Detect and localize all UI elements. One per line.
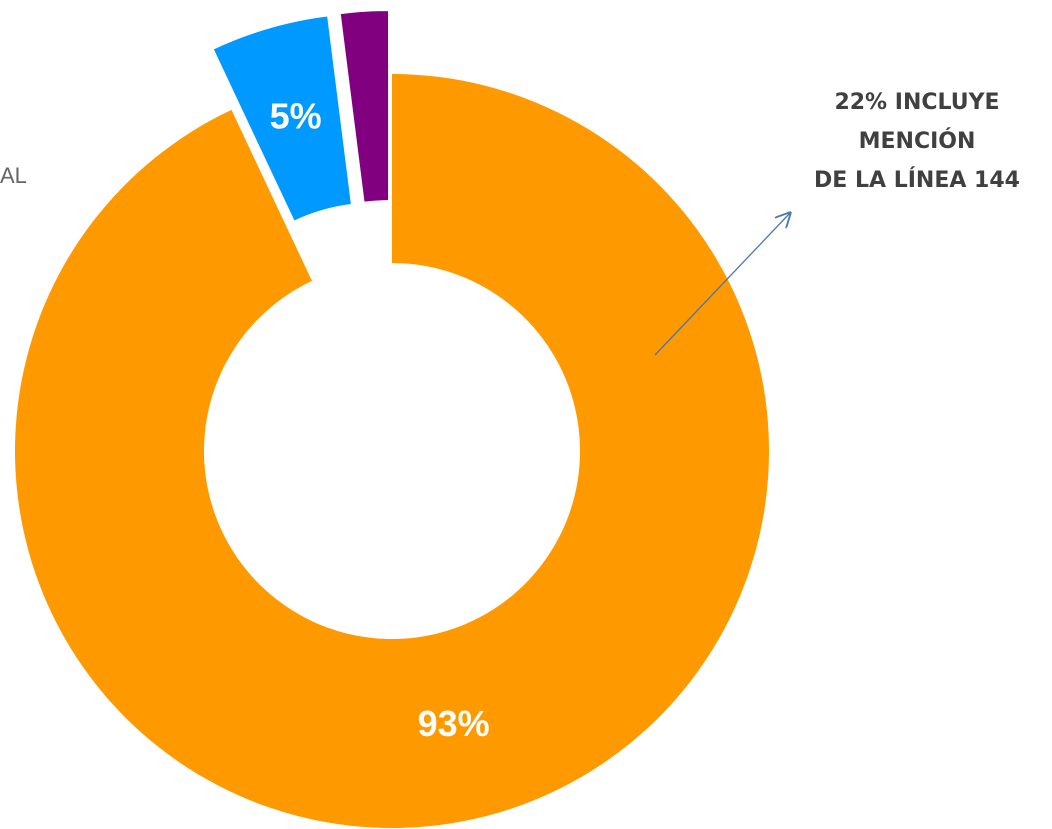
slice [14,74,769,828]
slice [213,16,351,221]
value-label: 5% [270,96,322,137]
annotation-arrow [654,213,790,356]
value-label: 93% [418,703,490,744]
slice [340,11,389,202]
annotation-line: MENCIÓN [859,128,976,154]
annotation-line: 22% INCLUYE [834,90,999,115]
donut: 93% 5% [14,11,769,828]
annotation-line: DE LA LÍNEA 144 [814,167,1020,193]
legend-fragment: AL [0,163,27,188]
